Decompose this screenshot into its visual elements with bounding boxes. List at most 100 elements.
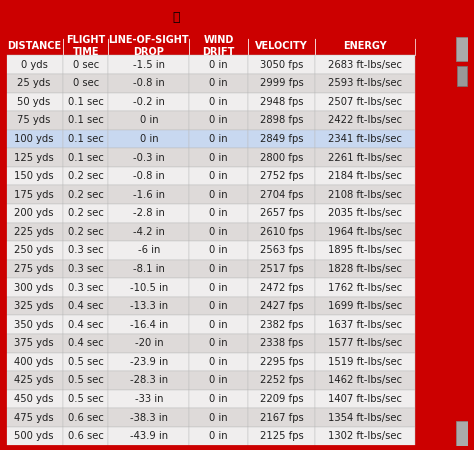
Bar xyxy=(189,315,248,334)
Text: 0.2 sec: 0.2 sec xyxy=(68,171,104,181)
Bar xyxy=(316,334,414,353)
Bar xyxy=(248,167,316,185)
Bar xyxy=(5,37,63,55)
Bar xyxy=(189,260,248,279)
Bar xyxy=(108,130,189,148)
Text: 175 yds: 175 yds xyxy=(14,190,54,200)
Text: 2252 fps: 2252 fps xyxy=(260,375,303,386)
Text: 0 in: 0 in xyxy=(210,78,228,88)
Bar xyxy=(63,408,108,427)
Text: 0 in: 0 in xyxy=(210,431,228,441)
Text: 1577 ft-lbs/sec: 1577 ft-lbs/sec xyxy=(328,338,402,348)
Bar xyxy=(189,185,248,204)
Text: 0.4 sec: 0.4 sec xyxy=(68,301,104,311)
Text: 2382 fps: 2382 fps xyxy=(260,320,303,330)
Text: -0.3 in: -0.3 in xyxy=(133,153,164,162)
Bar xyxy=(63,260,108,279)
Bar xyxy=(63,111,108,130)
Text: 2427 fps: 2427 fps xyxy=(260,301,303,311)
Text: 2422 ft-lbs/sec: 2422 ft-lbs/sec xyxy=(328,116,402,126)
Bar xyxy=(316,204,414,223)
Bar xyxy=(5,111,63,130)
Bar xyxy=(63,297,108,315)
Text: 375 yds: 375 yds xyxy=(14,338,54,348)
Bar xyxy=(189,148,248,167)
Bar xyxy=(189,204,248,223)
Text: 1354 ft-lbs/sec: 1354 ft-lbs/sec xyxy=(328,413,402,423)
Text: 0 in: 0 in xyxy=(210,320,228,330)
Text: 🖨: 🖨 xyxy=(172,11,180,24)
Bar xyxy=(108,427,189,446)
Text: 0 in: 0 in xyxy=(210,153,228,162)
Bar xyxy=(63,315,108,334)
Text: 0 in: 0 in xyxy=(210,357,228,367)
Bar xyxy=(63,353,108,371)
Text: PRINT PAGE  |  CLOSE STATS: PRINT PAGE | CLOSE STATS xyxy=(170,12,335,23)
Bar xyxy=(248,297,316,315)
Text: 2108 ft-lbs/sec: 2108 ft-lbs/sec xyxy=(328,190,402,200)
Text: -8.1 in: -8.1 in xyxy=(133,264,165,274)
Bar xyxy=(248,279,316,297)
Bar xyxy=(316,93,414,111)
Bar xyxy=(456,37,468,61)
Bar xyxy=(316,353,414,371)
Bar xyxy=(108,315,189,334)
Text: 2517 fps: 2517 fps xyxy=(260,264,303,274)
Bar xyxy=(316,315,414,334)
Bar xyxy=(248,130,316,148)
Bar xyxy=(108,148,189,167)
Text: 0.4 sec: 0.4 sec xyxy=(68,320,104,330)
Bar xyxy=(5,185,63,204)
Text: 3050 fps: 3050 fps xyxy=(260,60,303,70)
Text: 350 yds: 350 yds xyxy=(14,320,54,330)
Text: 1407 ft-lbs/sec: 1407 ft-lbs/sec xyxy=(328,394,402,404)
Text: VELOCITY: VELOCITY xyxy=(255,41,308,51)
Bar xyxy=(63,130,108,148)
Bar xyxy=(63,427,108,446)
Bar xyxy=(316,408,414,427)
Text: 1462 ft-lbs/sec: 1462 ft-lbs/sec xyxy=(328,375,402,386)
Bar xyxy=(248,241,316,260)
Text: 0 in: 0 in xyxy=(139,116,158,126)
Text: 0.1 sec: 0.1 sec xyxy=(68,134,104,144)
Text: 2948 fps: 2948 fps xyxy=(260,97,303,107)
Text: 2657 fps: 2657 fps xyxy=(260,208,303,218)
Text: 0.5 sec: 0.5 sec xyxy=(68,357,104,367)
Bar xyxy=(248,390,316,408)
Text: 0 in: 0 in xyxy=(210,97,228,107)
Text: 2849 fps: 2849 fps xyxy=(260,134,303,144)
Bar xyxy=(316,297,414,315)
Bar xyxy=(316,371,414,390)
Text: 0 in: 0 in xyxy=(210,394,228,404)
Bar xyxy=(5,241,63,260)
Text: 2999 fps: 2999 fps xyxy=(260,78,303,88)
Bar xyxy=(316,74,414,93)
Bar xyxy=(63,148,108,167)
Bar xyxy=(5,297,63,315)
Bar xyxy=(316,241,414,260)
Bar xyxy=(63,204,108,223)
Bar xyxy=(248,371,316,390)
Bar xyxy=(189,223,248,241)
Bar xyxy=(316,223,414,241)
Bar xyxy=(316,55,414,74)
Bar xyxy=(248,37,316,55)
Bar xyxy=(189,353,248,371)
Text: 2683 ft-lbs/sec: 2683 ft-lbs/sec xyxy=(328,60,402,70)
Bar xyxy=(248,353,316,371)
Text: 50 yds: 50 yds xyxy=(18,97,51,107)
Bar xyxy=(248,74,316,93)
Text: 0.6 sec: 0.6 sec xyxy=(68,413,104,423)
Text: WIND
DRIFT: WIND DRIFT xyxy=(202,36,235,57)
Text: 100 yds: 100 yds xyxy=(14,134,54,144)
Bar xyxy=(316,185,414,204)
Bar xyxy=(189,334,248,353)
Bar xyxy=(5,353,63,371)
Bar xyxy=(63,371,108,390)
Bar xyxy=(248,185,316,204)
Text: 0.1 sec: 0.1 sec xyxy=(68,97,104,107)
Text: 1637 ft-lbs/sec: 1637 ft-lbs/sec xyxy=(328,320,402,330)
Text: 0.2 sec: 0.2 sec xyxy=(68,190,104,200)
Bar xyxy=(316,148,414,167)
Text: -10.5 in: -10.5 in xyxy=(130,283,168,293)
